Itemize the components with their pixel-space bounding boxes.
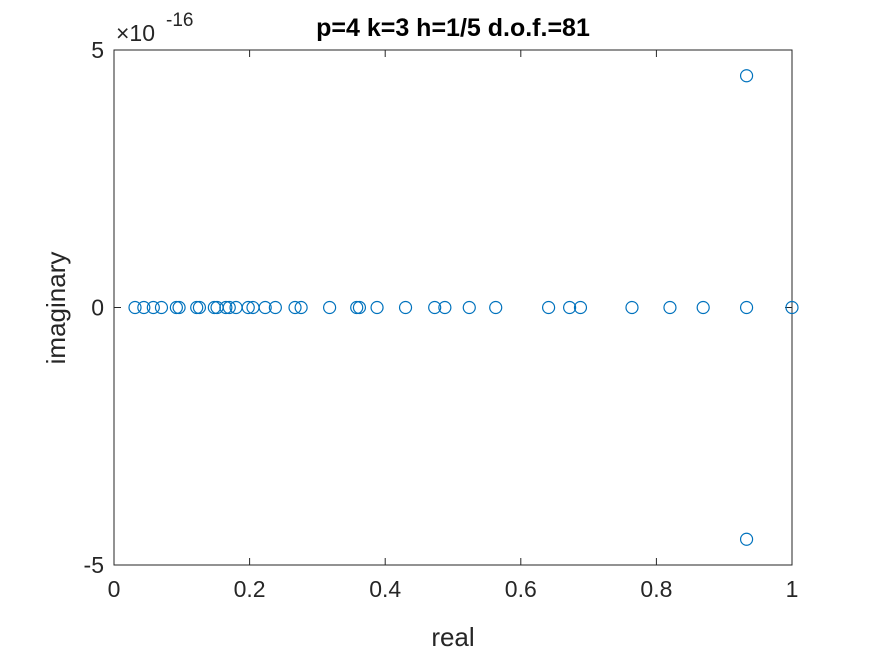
x-tick-label: 0 [108, 576, 121, 602]
data-point [352, 300, 367, 315]
data-point [192, 300, 207, 315]
x-tick-label: 1 [786, 576, 799, 602]
y-tick-label: 5 [91, 37, 104, 63]
data-point [370, 300, 384, 315]
y-exponent-label: ×10 -16 [116, 10, 193, 46]
data-point [739, 69, 754, 83]
data-point [489, 300, 503, 315]
data-point [219, 300, 233, 315]
data-point [462, 300, 476, 315]
data-point [541, 300, 556, 315]
y-tick-label: -5 [84, 552, 104, 578]
data-point [573, 300, 588, 315]
data-point [663, 300, 677, 315]
data-point [696, 300, 710, 315]
data-point [154, 300, 169, 315]
data-point [288, 300, 302, 315]
data-point [268, 300, 282, 315]
data-point [137, 300, 151, 315]
data-point [222, 300, 236, 315]
x-axis-label: real [431, 622, 474, 652]
data-point [739, 532, 754, 546]
data-point [625, 300, 639, 315]
data-point [398, 300, 413, 315]
x-tick-label: 0.4 [369, 576, 401, 602]
data-markers [128, 69, 799, 546]
data-point [563, 300, 577, 315]
data-point [785, 300, 799, 315]
y-exponent-power: -16 [166, 10, 193, 31]
data-point [172, 300, 186, 315]
data-point [294, 300, 308, 315]
data-point [146, 300, 160, 315]
plot-area [113, 49, 793, 566]
y-exponent-prefix: ×10 [116, 20, 155, 46]
data-point [128, 300, 142, 315]
data-point [323, 300, 337, 315]
chart-title: p=4 k=3 h=1/5 d.o.f.=81 [316, 14, 590, 42]
x-tick-label: 0.8 [640, 576, 672, 602]
x-tick-label: 0.2 [234, 576, 266, 602]
y-axis-label: imaginary [41, 252, 71, 365]
data-point [739, 300, 754, 315]
data-point [428, 300, 442, 315]
data-point [258, 300, 272, 315]
data-point [438, 300, 452, 315]
y-ticks: -5 0 5 [84, 37, 792, 578]
data-point [241, 300, 255, 315]
x-ticks: 0 0.2 0.4 0.6 0.8 1 [108, 50, 799, 602]
y-tick-label: 0 [91, 295, 104, 321]
x-tick-label: 0.6 [505, 576, 537, 602]
